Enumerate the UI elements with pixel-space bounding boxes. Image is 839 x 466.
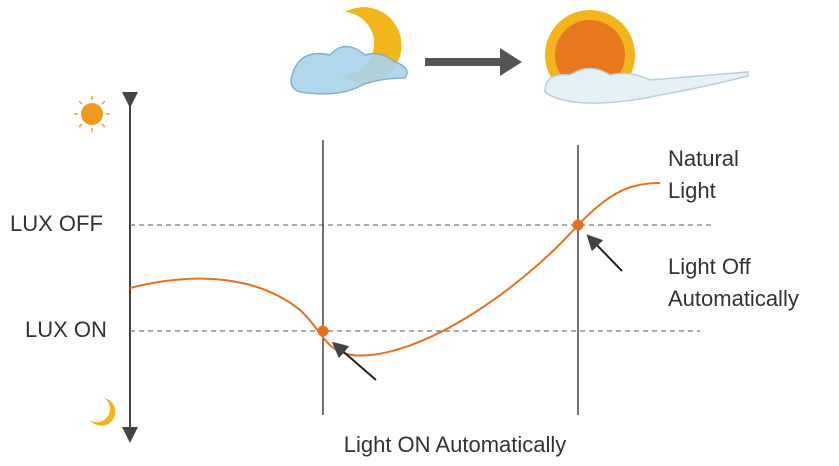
transition-arrow-head [500, 48, 522, 76]
natural-light-curve [129, 182, 661, 357]
day-icon [544, 10, 749, 104]
lux-on-label: LUX ON [25, 317, 107, 342]
off-point [572, 219, 584, 231]
natural-light-label: Natural [668, 146, 739, 171]
lux-off-label: LUX OFF [10, 211, 103, 236]
light-off-label: Automatically [668, 286, 799, 311]
on-point [317, 325, 329, 337]
natural-light-label: Light [668, 178, 716, 203]
night-icon [290, 7, 408, 95]
sun-symbol [74, 96, 110, 132]
light-off-label: Light Off [668, 254, 752, 279]
off-pointer [586, 234, 623, 272]
on-pointer [331, 341, 377, 381]
light-on-label: Light ON Automatically [344, 432, 567, 457]
moon-symbol [90, 398, 116, 426]
